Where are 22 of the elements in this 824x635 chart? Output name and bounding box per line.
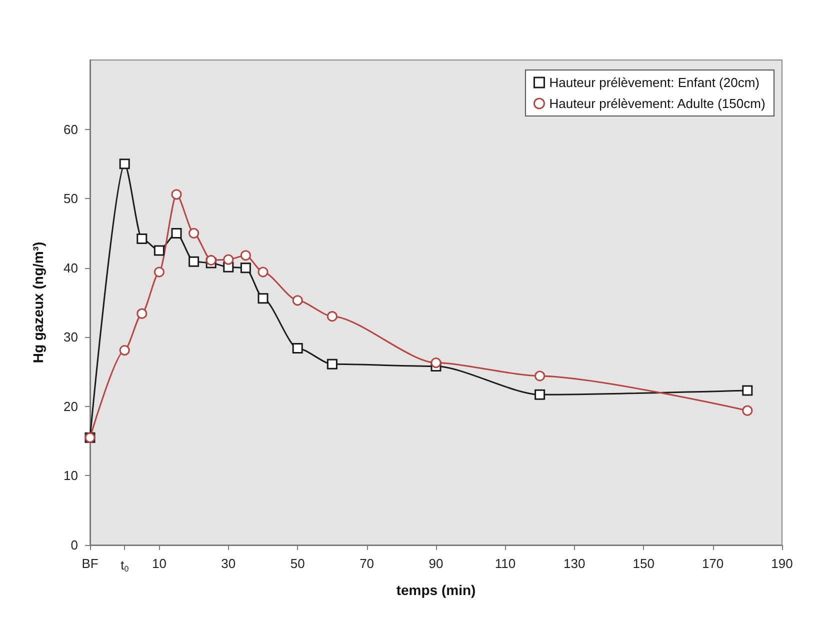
legend-label: Hauteur prélèvement: Adulte (150cm) [549, 96, 766, 111]
y-axis-title: Hg gazeux (ng/m³) [30, 242, 46, 364]
y-tick-label: 20 [64, 398, 78, 414]
x-axis-title: temps (min) [396, 582, 476, 598]
x-tick-label: 70 [360, 556, 374, 571]
x-tick-label: 150 [632, 556, 654, 571]
legend-label: Hauteur prélèvement: Enfant (20cm) [549, 75, 760, 90]
x-tick-label: 130 [564, 556, 586, 571]
x-tick-label: 110 [494, 556, 516, 571]
x-tick-label: 50 [290, 556, 305, 571]
y-tick-label: 0 [70, 538, 78, 552]
y-tick-label: 30 [64, 330, 78, 345]
y-tick-label: 40 [64, 260, 78, 276]
y-tick-label: 60 [64, 122, 78, 137]
x-tick-label: 30 [221, 556, 236, 571]
x-tick-label: 10 [152, 556, 166, 571]
x-tick-label: 190 [771, 556, 793, 571]
y-tick-label: 10 [64, 468, 78, 484]
x-tick-label: 90 [428, 556, 444, 571]
y-tick-label: 50 [64, 191, 78, 206]
x-tick-label: BF [82, 556, 98, 571]
x-tick-label: 170 [702, 556, 724, 571]
